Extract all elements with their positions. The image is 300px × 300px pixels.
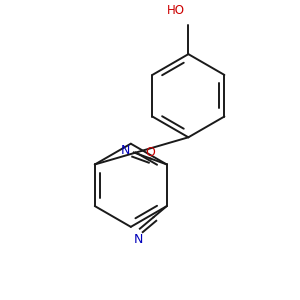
Text: N: N (121, 144, 130, 158)
Text: N: N (134, 232, 143, 245)
Text: O: O (146, 146, 155, 159)
Text: HO: HO (167, 4, 185, 17)
